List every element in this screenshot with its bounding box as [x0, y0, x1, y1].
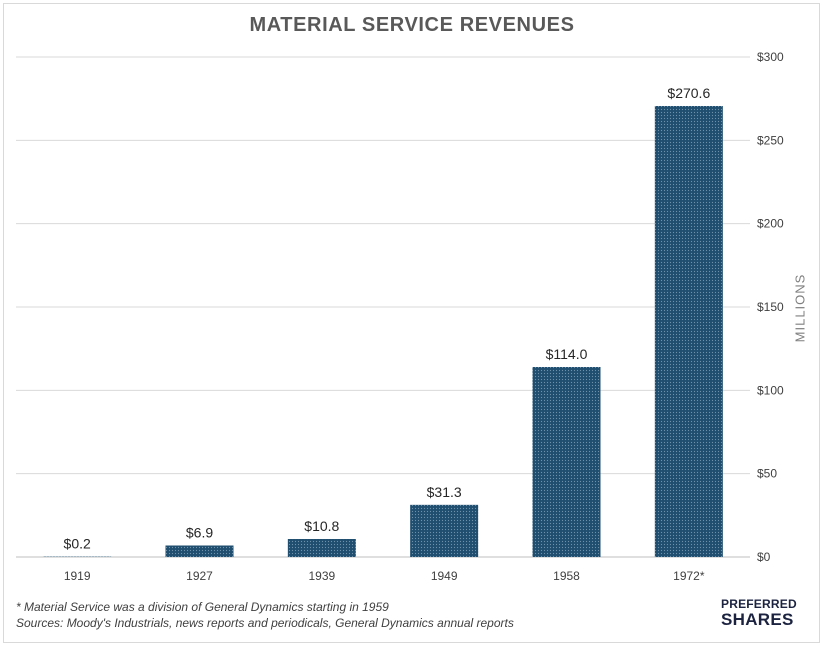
- y-tick-label: $100: [757, 383, 784, 397]
- bar-1958: [532, 367, 601, 557]
- data-label: $6.9: [186, 525, 213, 541]
- bar-1949: [410, 504, 479, 557]
- bar-1972: [654, 106, 723, 557]
- x-tick-label: 1949: [431, 569, 458, 583]
- y-tick-label: $150: [757, 300, 784, 314]
- data-label: $31.3: [427, 484, 462, 500]
- y-tick-label: $300: [757, 50, 784, 64]
- bar-1927: [165, 545, 234, 557]
- x-tick-label: 1958: [553, 569, 580, 583]
- x-tick-label: 1972*: [673, 569, 705, 583]
- y-tick-label: $200: [757, 217, 784, 231]
- logo-text-bottom: SHARES: [721, 610, 794, 629]
- x-tick-label: 1927: [186, 569, 213, 583]
- footnote-note: * Material Service was a division of Gen…: [16, 600, 389, 614]
- chart-title: MATERIAL SERVICE REVENUES: [249, 14, 575, 36]
- logo-text-top: PREFERRED: [721, 597, 797, 611]
- x-tick-label: 1919: [64, 569, 91, 583]
- footnote-sources: Sources: Moody's Industrials, news repor…: [16, 616, 514, 630]
- x-tick-label: 1939: [308, 569, 335, 583]
- y-tick-label: $0: [757, 550, 771, 564]
- preferred-shares-logo: PREFERRED SHARES: [721, 598, 801, 628]
- data-label: $114.0: [546, 346, 588, 362]
- data-label: $0.2: [64, 536, 91, 552]
- bar-1939: [287, 539, 356, 557]
- y-axis-label: MILLIONS: [792, 273, 808, 343]
- y-tick-label: $250: [757, 133, 784, 147]
- y-tick-label: $50: [757, 467, 777, 481]
- data-label: $10.8: [304, 518, 339, 534]
- data-label: $270.6: [667, 85, 710, 101]
